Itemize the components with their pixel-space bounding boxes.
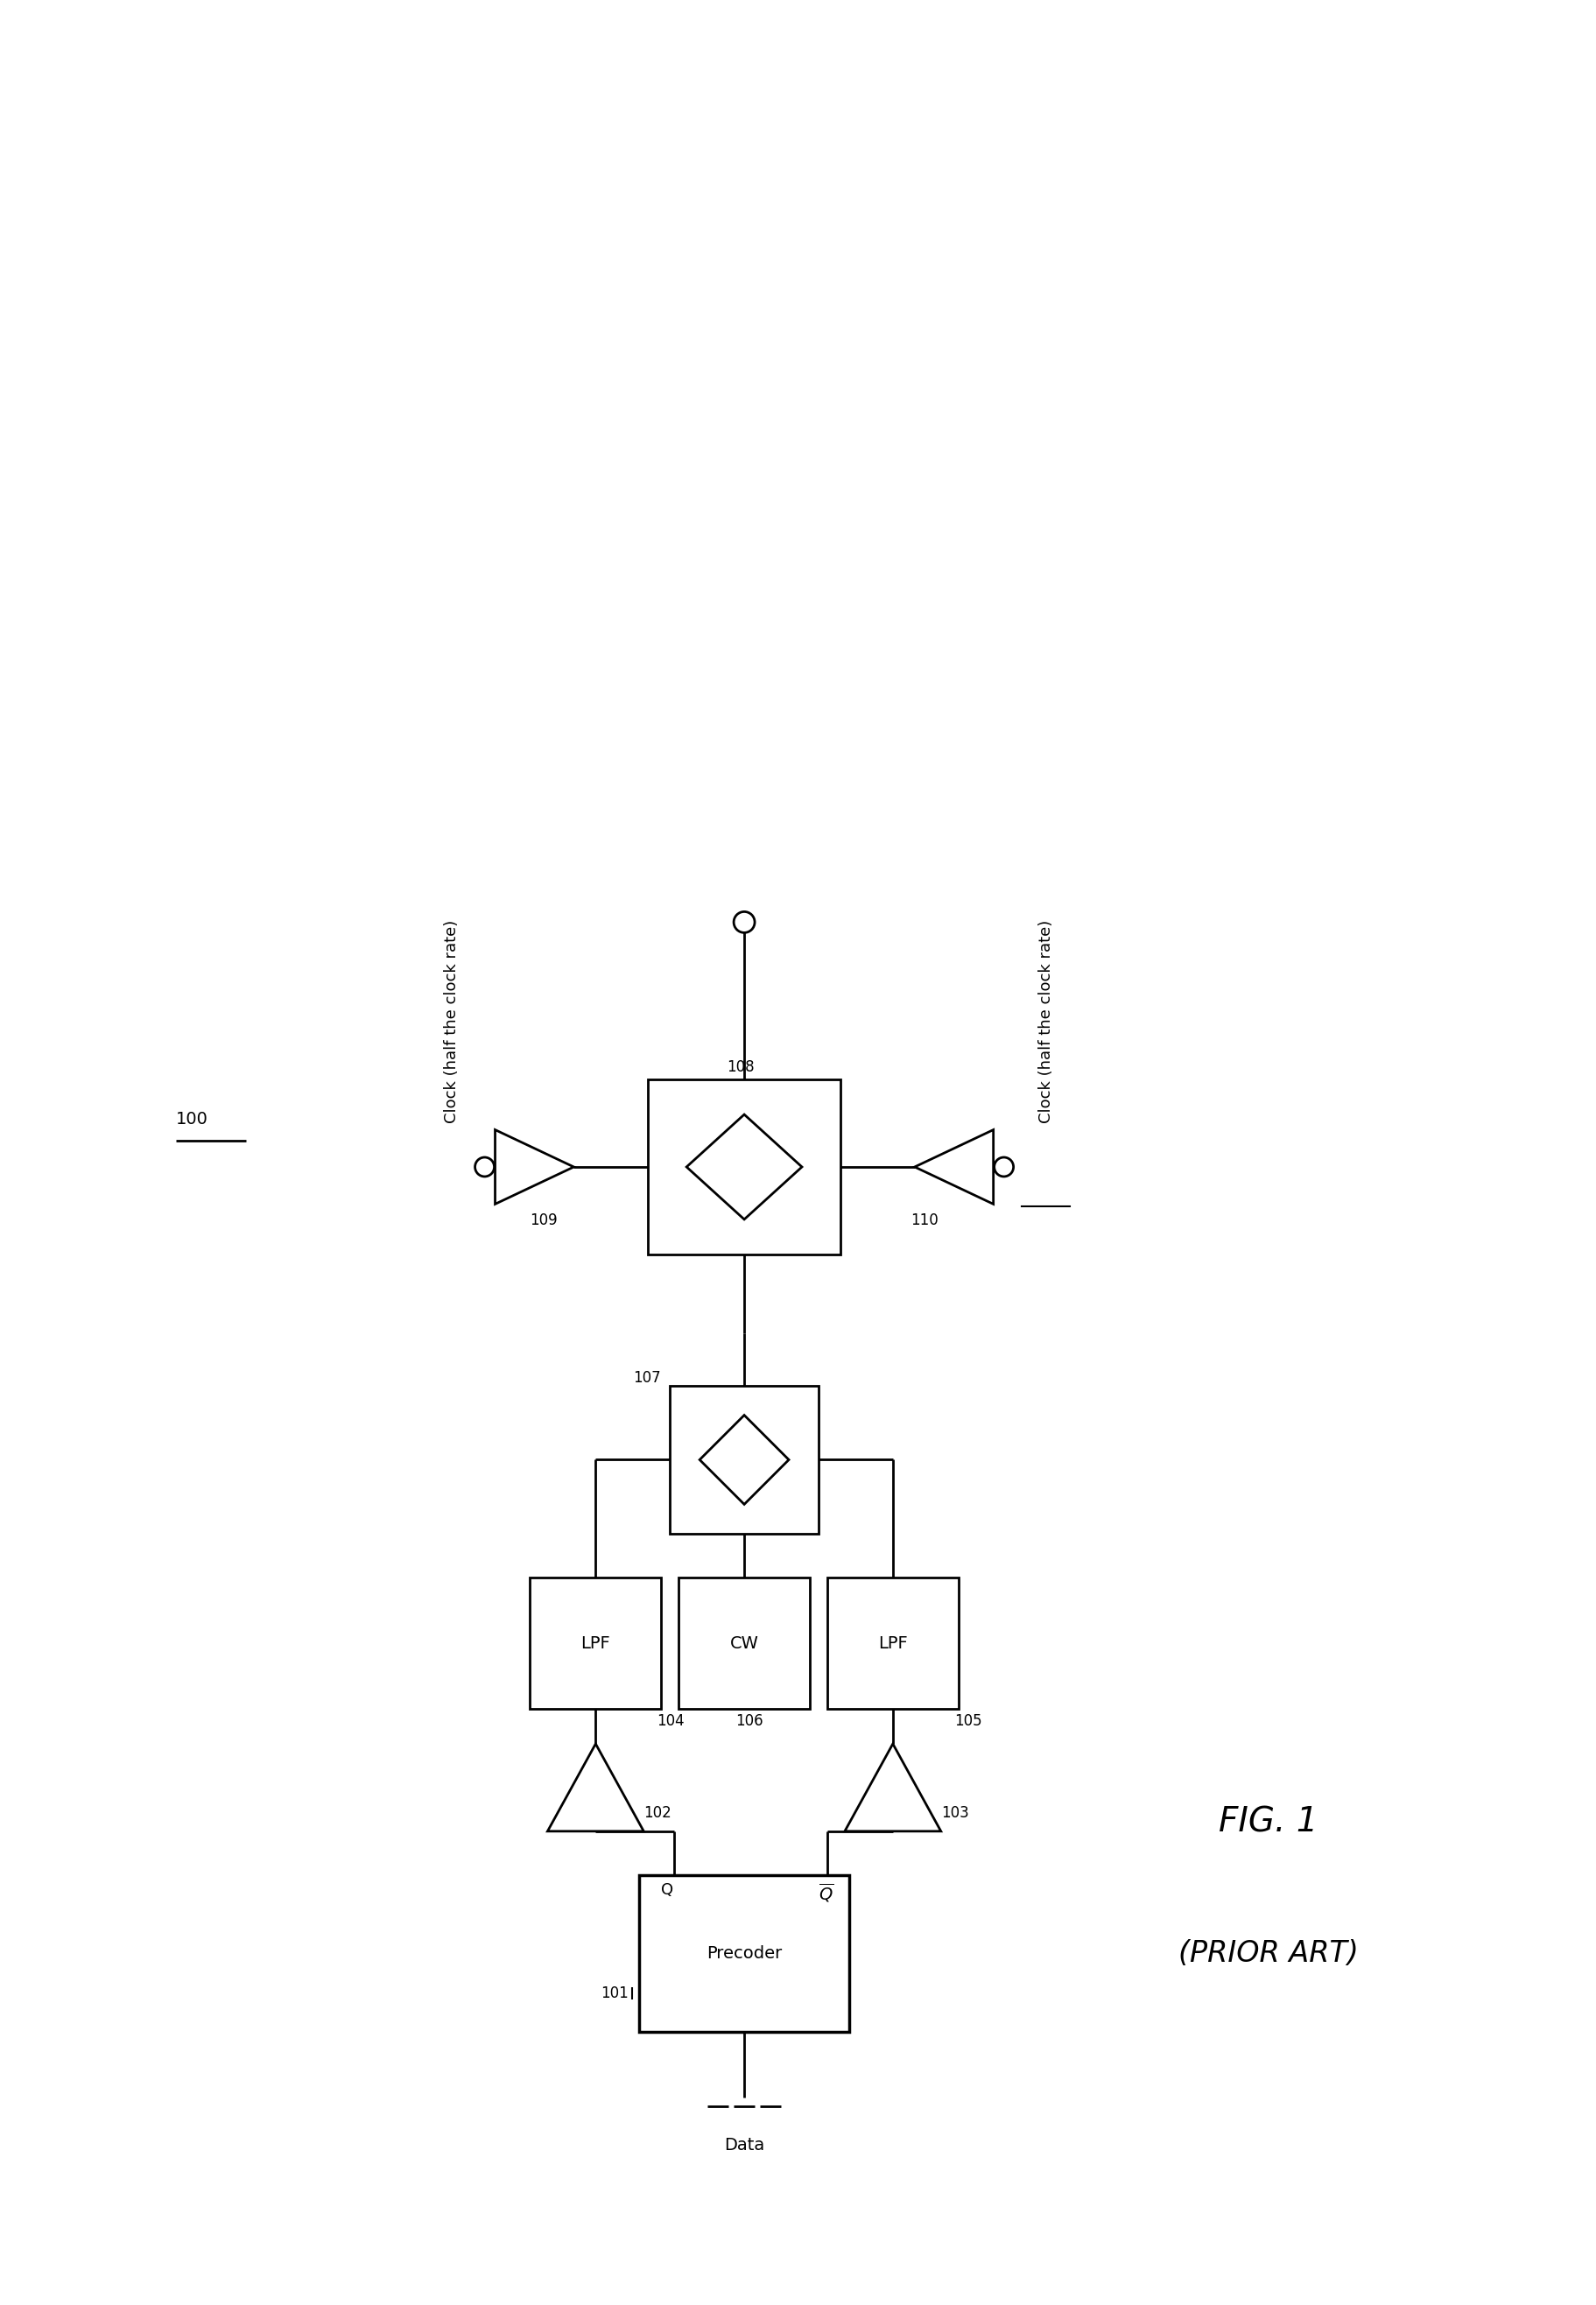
Text: Clock (half the clock rate): Clock (half the clock rate)	[1037, 920, 1053, 1123]
Text: 102: 102	[643, 1805, 672, 1821]
Text: Clock (half the clock rate): Clock (half the clock rate)	[444, 920, 460, 1123]
Bar	[530, 1577, 661, 1708]
Text: Q: Q	[661, 1881, 674, 1897]
Text: LPF: LPF	[878, 1634, 907, 1653]
Bar	[670, 1385, 819, 1535]
Text: 100: 100	[176, 1111, 207, 1127]
Text: $\overline{Q}$: $\overline{Q}$	[819, 1881, 833, 1904]
Polygon shape	[915, 1129, 993, 1203]
Text: 103: 103	[940, 1805, 969, 1821]
Text: 101: 101	[600, 1985, 629, 2001]
Text: 108: 108	[726, 1060, 753, 1074]
Text: 106: 106	[736, 1713, 763, 1729]
Text: Data: Data	[723, 2137, 764, 2153]
Bar	[827, 1577, 958, 1708]
Polygon shape	[844, 1745, 940, 1830]
Text: 104: 104	[656, 1713, 685, 1729]
Bar	[678, 1577, 809, 1708]
Text: 110: 110	[910, 1212, 937, 1229]
Text: LPF: LPF	[581, 1634, 610, 1653]
Polygon shape	[495, 1129, 573, 1203]
Text: 105: 105	[953, 1713, 982, 1729]
Polygon shape	[686, 1116, 801, 1219]
Circle shape	[733, 913, 755, 934]
Text: 107: 107	[634, 1369, 661, 1385]
Text: CW: CW	[729, 1634, 758, 1653]
Text: FIG. 1: FIG. 1	[1218, 1805, 1318, 1839]
Circle shape	[994, 1157, 1013, 1176]
Text: 109: 109	[530, 1212, 557, 1229]
Polygon shape	[547, 1745, 643, 1830]
Bar	[648, 1079, 839, 1254]
Polygon shape	[699, 1415, 788, 1505]
Circle shape	[474, 1157, 495, 1176]
Text: Precoder: Precoder	[705, 1945, 782, 1962]
Bar	[638, 1874, 849, 2033]
Text: (PRIOR ART): (PRIOR ART)	[1178, 1939, 1358, 1968]
